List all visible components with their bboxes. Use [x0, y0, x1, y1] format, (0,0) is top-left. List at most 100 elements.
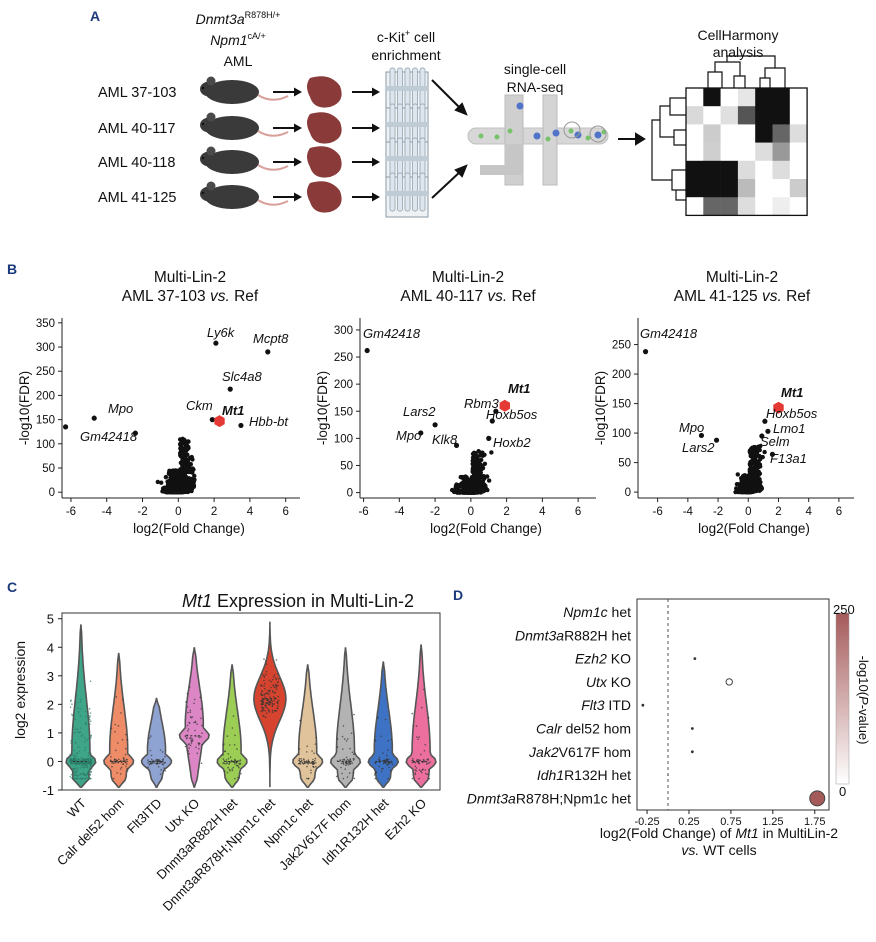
- arrow-head: [294, 123, 302, 133]
- violin-dnmt3ar882h-het: [216, 664, 248, 788]
- violin-point: [160, 761, 163, 764]
- violin-point: [273, 674, 276, 676]
- violin-point: [267, 710, 270, 712]
- violin-point: [89, 680, 92, 682]
- violin-point: [342, 725, 345, 727]
- violin-point: [275, 686, 278, 688]
- violin-point: [346, 738, 349, 740]
- violin-point: [73, 749, 75, 751]
- violin-point: [82, 758, 84, 760]
- violin-point: [263, 685, 265, 687]
- panel-c: Mt1 Expression in Multi-Lin-2 log2 expre…: [12, 591, 441, 914]
- dot-xlabel-a: log2(Fold Change) of: [600, 825, 735, 841]
- mouse-head: [200, 151, 218, 167]
- violin-point: [274, 710, 277, 712]
- volcano-y-label: -log10(FDR): [17, 371, 32, 445]
- violin-point: [313, 762, 316, 765]
- highlight-point: [773, 401, 784, 414]
- violin-jak2v617f-hom: [329, 647, 362, 788]
- violin-point: [119, 773, 122, 775]
- dot-point: [809, 790, 826, 807]
- volcano-point: [748, 465, 754, 471]
- volcano-point: [185, 439, 191, 444]
- violin-point: [79, 700, 82, 703]
- violin-point: [272, 678, 274, 681]
- violin-point: [201, 732, 203, 734]
- violin-point: [72, 770, 75, 773]
- x-tick-label: -6: [358, 506, 368, 518]
- violin-point: [228, 761, 231, 764]
- cellharmony-line2: analysis: [713, 44, 764, 60]
- violin-body: [329, 647, 362, 788]
- volcano-point: [749, 478, 754, 484]
- violin-point: [374, 761, 377, 764]
- violin-point: [74, 771, 77, 773]
- mouse-body: [205, 150, 259, 174]
- violin-point: [236, 748, 238, 750]
- x-tick-label: 2: [211, 506, 217, 518]
- violin-point: [126, 767, 129, 770]
- volcano-point: [468, 477, 473, 482]
- violin-point: [277, 699, 280, 702]
- mouse-eye: [201, 191, 205, 195]
- volcano-point: [489, 450, 494, 455]
- violin-point: [342, 777, 345, 780]
- violin-point: [234, 734, 236, 737]
- violin-point: [273, 699, 275, 702]
- x-tick-label: -6: [653, 506, 663, 518]
- mouse-icon: [200, 112, 289, 140]
- violin-point: [422, 688, 425, 691]
- violin-point: [157, 758, 160, 761]
- volcano-point: [486, 478, 492, 483]
- violin-point: [265, 692, 268, 694]
- violin-point: [264, 682, 266, 685]
- arrow-head: [372, 87, 380, 97]
- volcano-point: [180, 458, 185, 463]
- enrichment-sup: +: [405, 28, 410, 38]
- heatmap-cell: [789, 160, 808, 180]
- violin-point: [75, 774, 78, 776]
- volcano-point: [176, 468, 181, 473]
- violin-point: [147, 762, 149, 764]
- gene-label-hoxb5os: Hoxb5os: [766, 406, 818, 421]
- violin-body: [292, 664, 324, 788]
- violin-npm1c-het: [292, 664, 324, 788]
- violin-point: [271, 709, 274, 712]
- gene-label-ly6k: Ly6k: [207, 325, 236, 340]
- labeled-point: [493, 408, 499, 414]
- violin-point: [277, 681, 279, 683]
- violin-point: [114, 761, 117, 764]
- violin-point: [274, 691, 277, 694]
- gene-label-lars2: Lars2: [403, 404, 436, 419]
- violin-point: [238, 766, 240, 769]
- y-tick-label: 1: [47, 726, 54, 741]
- violin-point: [90, 765, 92, 768]
- violin-point: [147, 759, 149, 761]
- violin-point: [226, 735, 229, 737]
- violin-point: [89, 720, 92, 722]
- violin-body: [405, 644, 437, 788]
- volcano-point: [744, 486, 749, 491]
- violin-point: [188, 686, 191, 688]
- volcano-point: [182, 450, 188, 455]
- volcano-point: [757, 476, 762, 482]
- row-gene: Calr: [536, 721, 563, 737]
- violin-point: [275, 659, 278, 661]
- mouse-head: [200, 186, 218, 202]
- violin-point: [263, 693, 266, 696]
- violin-point: [266, 707, 269, 710]
- violin-point: [230, 759, 233, 762]
- violin-point: [390, 738, 393, 741]
- violin-point: [223, 743, 225, 745]
- violin-point: [263, 679, 265, 682]
- volcano-point: [179, 445, 185, 451]
- violin-point: [312, 758, 314, 761]
- violin-point: [191, 716, 194, 718]
- violin-point: [261, 694, 264, 696]
- dot-frame: [636, 598, 830, 811]
- violin-point: [385, 760, 387, 762]
- violin-point: [375, 771, 378, 773]
- y-tick-label: 0: [625, 487, 631, 499]
- cellharmony-line1: CellHarmony: [698, 27, 779, 43]
- volcano-point: [751, 444, 757, 450]
